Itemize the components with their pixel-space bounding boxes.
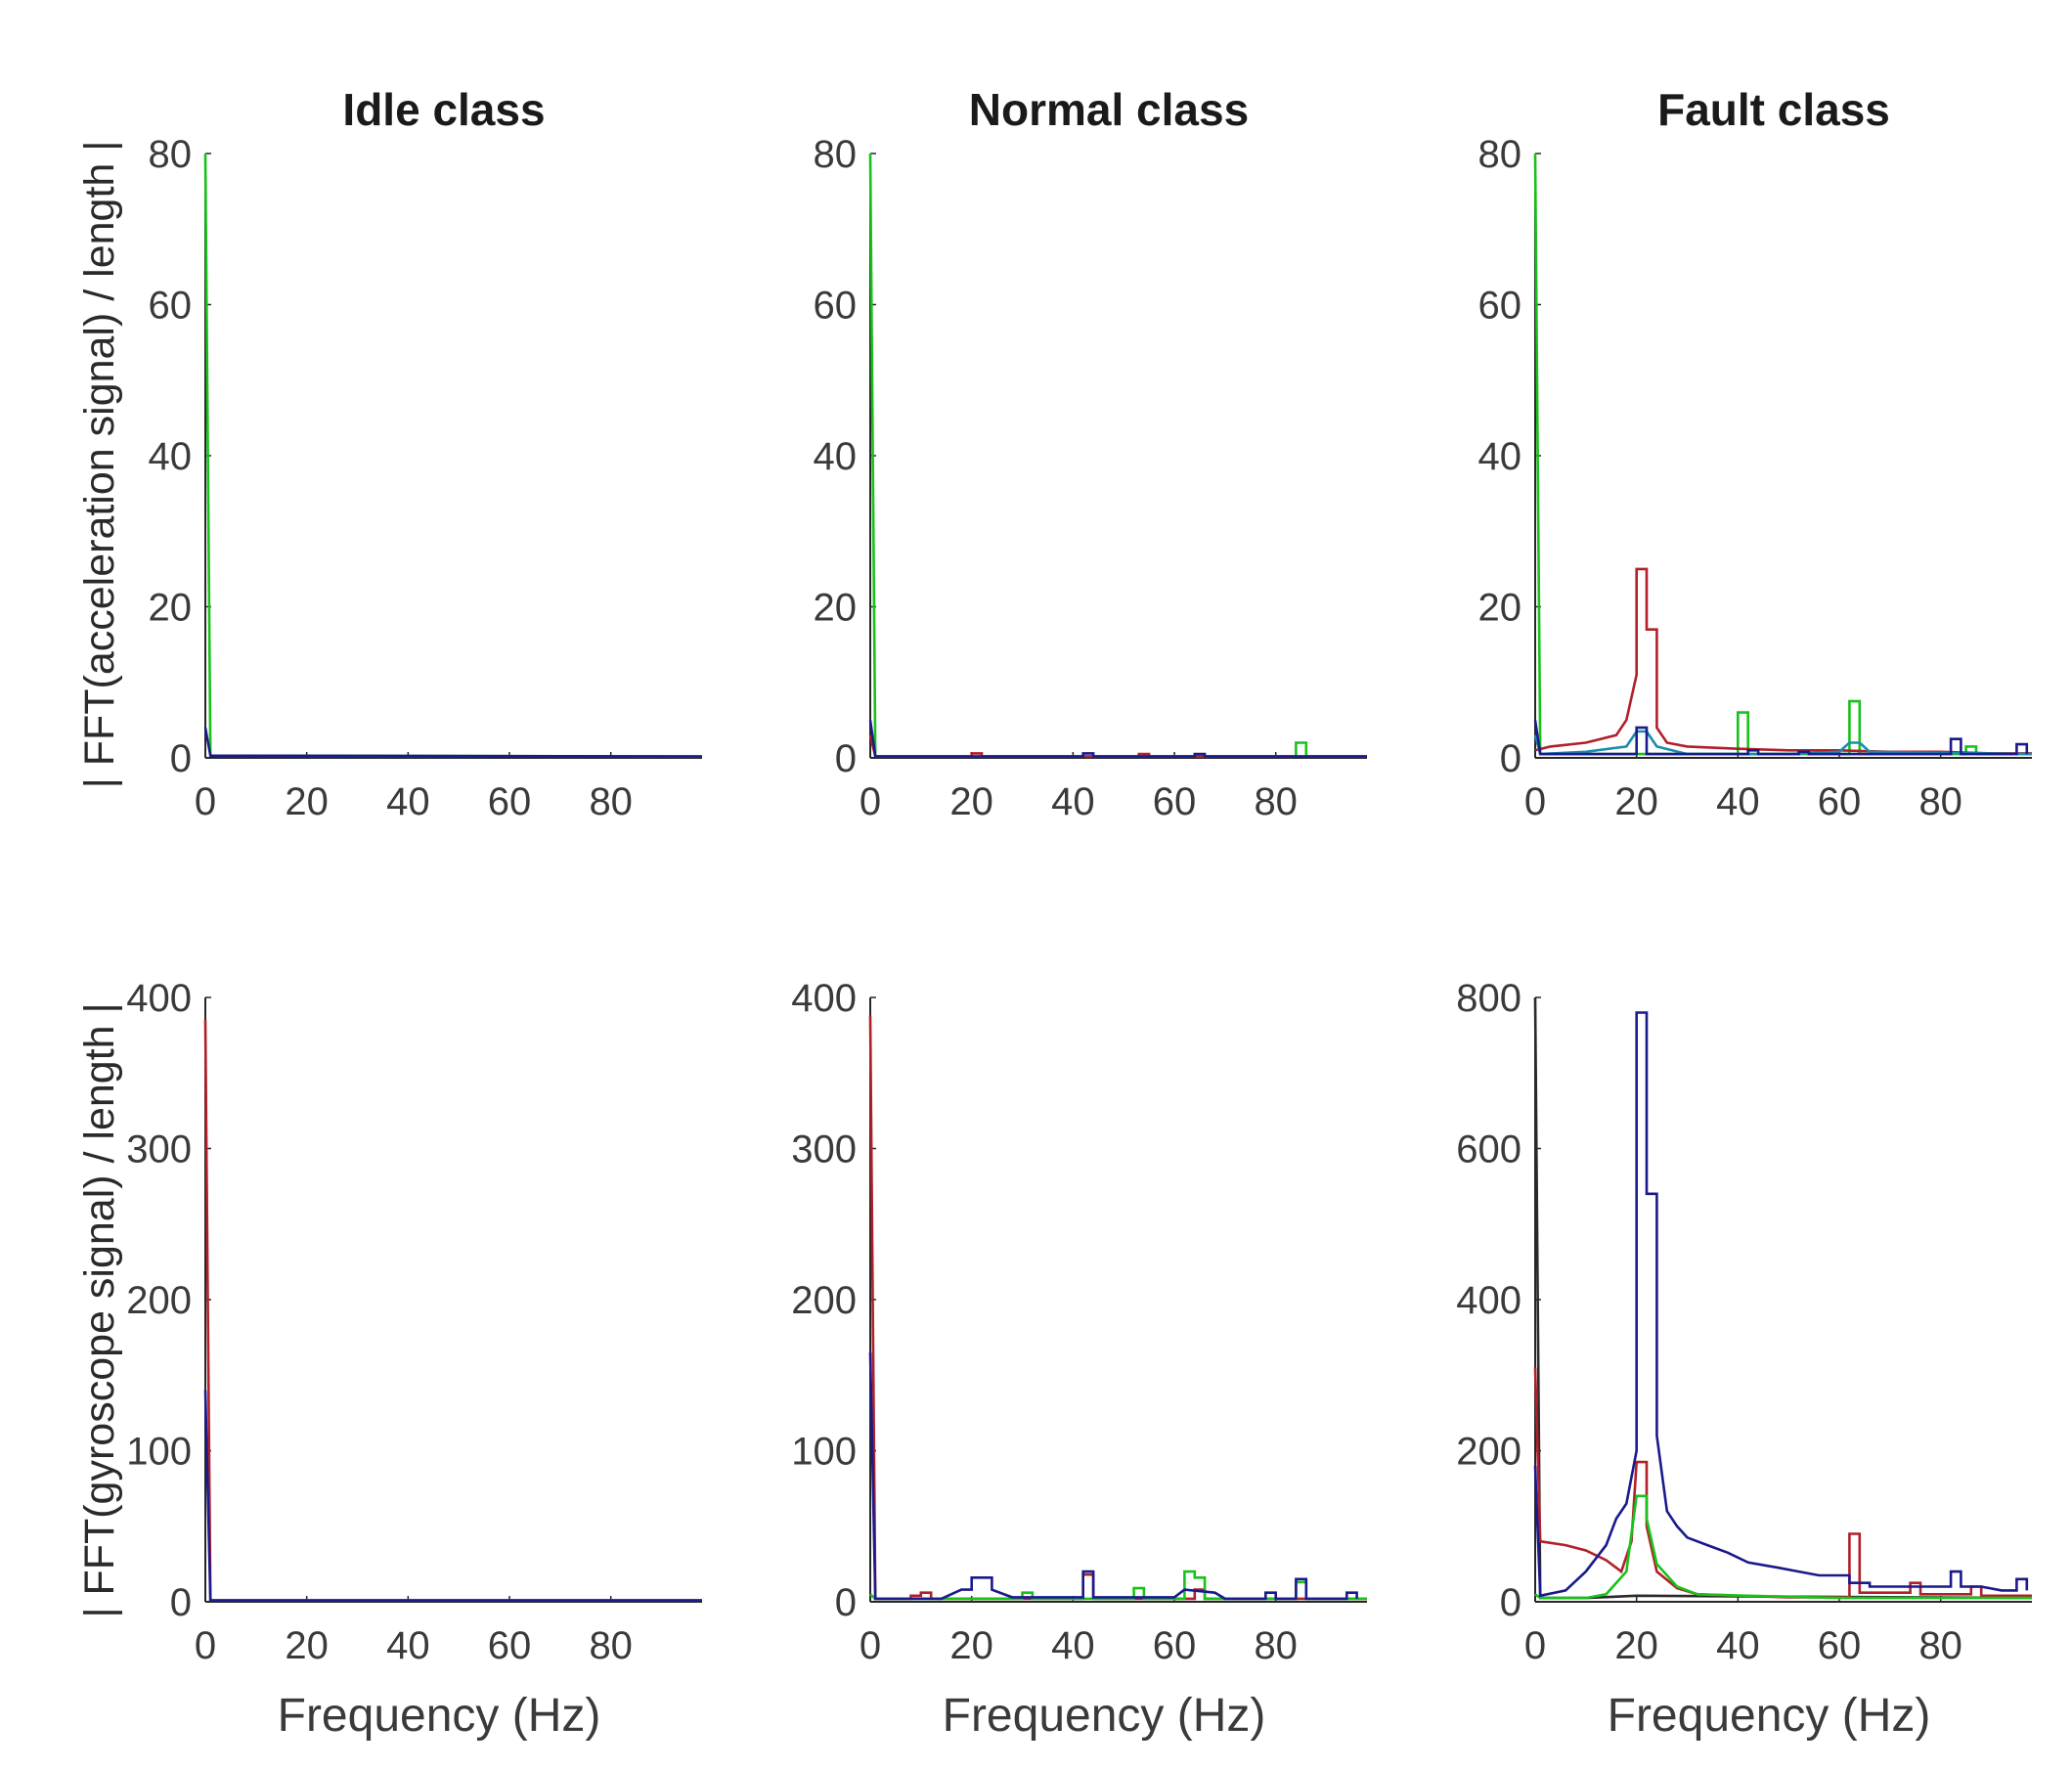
x-tick-label: 0 <box>1524 780 1546 823</box>
y-tick-label: 0 <box>835 737 857 780</box>
x-tick-label: 60 <box>1153 780 1197 823</box>
x-tick-label: 80 <box>1254 1624 1298 1667</box>
y-tick-label: 60 <box>814 285 858 328</box>
series-blue-line <box>1533 720 2029 756</box>
y-tick-label: 200 <box>126 1279 192 1322</box>
x-tick-label: 20 <box>1614 780 1658 823</box>
series-blue-line <box>868 1352 1358 1601</box>
y-tick-label: 600 <box>1456 1128 1521 1172</box>
y-tick-label: 40 <box>1478 435 1522 478</box>
x-tick-label: 60 <box>1153 1624 1197 1667</box>
row-label-gyroscope: | FFT(gyroscope signal) / length | <box>76 1002 123 1617</box>
y-tick-label: 40 <box>814 435 858 478</box>
x-axis-label: Frequency (Hz) <box>943 1690 1266 1742</box>
x-axis-label: Frequency (Hz) <box>1608 1690 1931 1742</box>
y-tick-label: 60 <box>1478 285 1522 328</box>
panel-5: 0 200 400 600 800 0 20 40 60 80 Frequency (Hz) <box>1456 977 2033 1742</box>
x-tick-label: 40 <box>1051 780 1095 823</box>
x-tick-label: 0 <box>860 780 881 823</box>
x-tick-label: 60 <box>1818 1624 1862 1667</box>
x-axis-label: Frequency (Hz) <box>278 1690 601 1742</box>
panel-title: Idle class <box>342 84 545 135</box>
y-tick-label: 300 <box>126 1128 192 1172</box>
x-tick-label: 40 <box>386 1624 430 1667</box>
panel-title: Normal class <box>969 84 1249 135</box>
series-green-line <box>1533 153 2032 756</box>
x-tick-label: 60 <box>1818 780 1862 823</box>
x-tick-label: 20 <box>285 1624 329 1667</box>
x-tick-label: 80 <box>589 1624 633 1667</box>
x-tick-label: 80 <box>1918 780 1962 823</box>
y-tick-label: 0 <box>1500 1581 1521 1624</box>
x-tick-label: 40 <box>1716 780 1760 823</box>
y-tick-label: 0 <box>1500 737 1521 780</box>
y-tick-label: 60 <box>149 285 193 328</box>
panel-3: 0 100 200 300 400 0 20 40 60 80 Frequency (Hz) <box>126 977 702 1742</box>
y-tick-label: 80 <box>814 133 858 176</box>
y-tick-label: 20 <box>814 587 858 630</box>
series-blue-line <box>203 1390 702 1602</box>
panel-1: 0 20 40 60 80 0 20 40 60 80 Normal class <box>814 84 1367 823</box>
row-label-acceleration: | FFT(acceleration signal) / length | <box>76 141 123 789</box>
x-tick-label: 0 <box>860 1624 881 1667</box>
x-tick-label: 20 <box>949 1624 993 1667</box>
y-tick-label: 400 <box>126 977 192 1020</box>
y-tick-label: 0 <box>170 1581 192 1624</box>
y-tick-label: 300 <box>791 1128 857 1172</box>
y-tick-label: 80 <box>149 133 193 176</box>
y-tick-label: 800 <box>1456 977 1521 1020</box>
series-green-line <box>1534 1494 2032 1600</box>
x-tick-label: 80 <box>1918 1624 1962 1667</box>
x-tick-label: 0 <box>195 780 216 823</box>
y-tick-label: 200 <box>791 1279 857 1322</box>
x-tick-label: 20 <box>949 780 993 823</box>
x-tick-label: 20 <box>285 780 329 823</box>
x-tick-label: 0 <box>1524 1624 1546 1667</box>
x-tick-label: 40 <box>1716 1624 1760 1667</box>
x-tick-label: 80 <box>1254 780 1298 823</box>
y-tick-label: 0 <box>835 1581 857 1624</box>
y-tick-label: 20 <box>149 587 193 630</box>
x-tick-label: 20 <box>1614 1624 1658 1667</box>
x-tick-label: 40 <box>1051 1624 1095 1667</box>
x-tick-label: 60 <box>488 1624 532 1667</box>
series-blue-line <box>1533 1011 2029 1598</box>
y-tick-label: 400 <box>1456 1279 1521 1322</box>
y-tick-label: 40 <box>149 435 193 478</box>
panel-4: 0 100 200 300 400 0 20 40 60 80 Frequency (Hz) <box>791 977 1367 1742</box>
panel-0: 0 20 40 60 80 0 20 40 60 80 Idle class <box>149 84 703 823</box>
panel-2: 0 20 40 60 80 0 20 40 60 80 Fault class <box>1478 84 2033 823</box>
series-blue-line <box>203 727 703 758</box>
y-tick-label: 200 <box>1456 1431 1521 1474</box>
x-tick-label: 40 <box>386 780 430 823</box>
y-tick-label: 20 <box>1478 587 1522 630</box>
y-tick-label: 80 <box>1478 133 1522 176</box>
x-tick-label: 60 <box>488 780 532 823</box>
x-tick-label: 80 <box>589 780 633 823</box>
y-tick-label: 400 <box>791 977 857 1020</box>
y-tick-label: 100 <box>126 1431 192 1474</box>
x-tick-label: 0 <box>195 1624 216 1667</box>
panel-title: Fault class <box>1657 84 1890 135</box>
y-tick-label: 0 <box>170 737 192 780</box>
y-tick-label: 100 <box>791 1431 857 1474</box>
series-blue-line <box>868 720 1367 758</box>
